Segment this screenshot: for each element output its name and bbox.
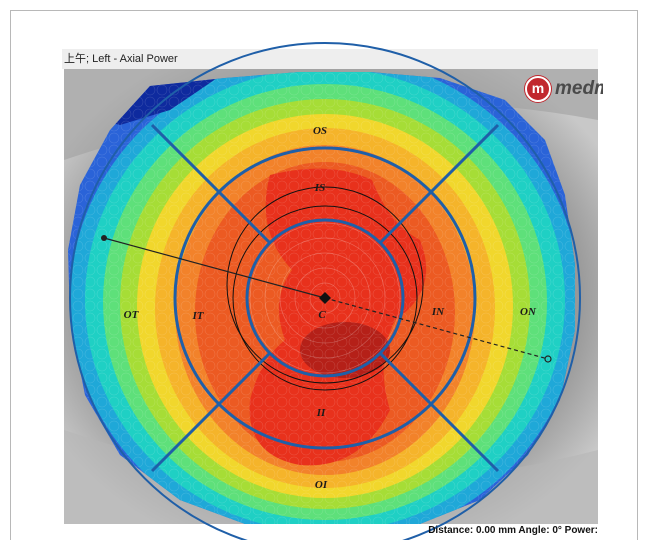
zone-label-on: ON: [520, 306, 537, 318]
zone-label-oi: OI: [315, 479, 328, 491]
logo-badge-icon: m: [525, 76, 551, 102]
zone-label-it: IT: [192, 310, 205, 322]
status-readout: Distance: 0.00 mm Angle: 0° Power:: [428, 525, 598, 536]
concentric-rings: [69, 42, 581, 540]
zone-label-c: C: [318, 309, 326, 321]
logo-text: medm: [555, 78, 603, 99]
measure-start-handle[interactable]: [101, 235, 107, 241]
map-title-bar: 上午; Left - Axial Power: [62, 49, 598, 69]
map-title: 上午; Left - Axial Power: [64, 53, 178, 65]
measure-end-handle[interactable]: [544, 355, 552, 363]
distance-measure-line[interactable]: [101, 235, 552, 363]
zone-label-in: IN: [431, 306, 445, 318]
zone-label-ii: II: [316, 407, 326, 419]
zone-label-ot: OT: [124, 309, 140, 321]
brand-logo: m medm: [525, 76, 603, 102]
zone-labels: OS IS OT IT C IN ON II OI: [124, 125, 537, 491]
sector-dividers: [150, 123, 500, 473]
center-marker-icon[interactable]: [319, 292, 331, 304]
zone-label-is: IS: [314, 182, 325, 194]
zone-label-os: OS: [313, 125, 327, 137]
